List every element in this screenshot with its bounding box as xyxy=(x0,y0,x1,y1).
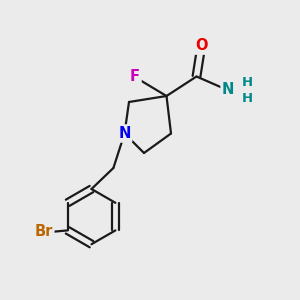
Text: F: F xyxy=(130,69,140,84)
Text: N: N xyxy=(222,82,235,97)
Text: Br: Br xyxy=(34,224,53,239)
Text: O: O xyxy=(195,38,207,53)
Text: N: N xyxy=(118,126,131,141)
Text: H: H xyxy=(242,92,253,105)
Text: H: H xyxy=(242,76,253,89)
